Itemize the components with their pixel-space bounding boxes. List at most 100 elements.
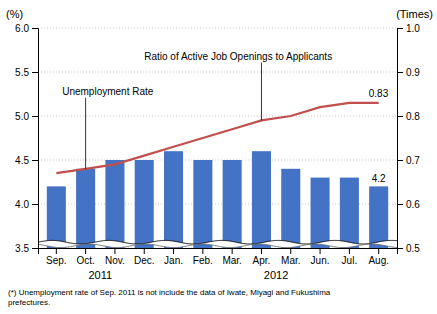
bar bbox=[340, 178, 359, 248]
tick: Oct. bbox=[76, 248, 94, 266]
tick-mark bbox=[290, 248, 291, 254]
data-label: 4.2 bbox=[372, 173, 386, 184]
data-label: 0.83 bbox=[369, 88, 389, 99]
tick-label: Jan. bbox=[164, 255, 183, 266]
tick-label: 5.5 bbox=[15, 67, 29, 78]
tick: Jun. bbox=[311, 248, 330, 266]
axis-break-line bbox=[38, 240, 397, 244]
tick-label: 4.0 bbox=[15, 199, 29, 210]
tick-mark bbox=[56, 248, 57, 254]
tick-label: Sep. bbox=[46, 255, 67, 266]
tick-mark bbox=[32, 72, 38, 73]
tick-mark bbox=[397, 204, 403, 205]
tick-label: 0.8 bbox=[406, 111, 420, 122]
tick: Mar. bbox=[222, 248, 241, 266]
tick-label: 0.9 bbox=[406, 67, 420, 78]
marks bbox=[47, 103, 388, 248]
bar bbox=[369, 186, 388, 248]
tick: 4.5 bbox=[15, 155, 38, 166]
axis-line bbox=[398, 29, 404, 249]
axis-line bbox=[39, 249, 398, 255]
tick-mark bbox=[349, 248, 350, 254]
tick-label: Mar. bbox=[222, 255, 241, 266]
tick: 5.5 bbox=[15, 67, 38, 78]
bars bbox=[47, 151, 388, 248]
line bbox=[56, 103, 378, 173]
tick-label: 0.6 bbox=[406, 199, 420, 210]
tick-label: 0.5 bbox=[406, 243, 420, 254]
grid-line bbox=[38, 72, 397, 73]
bar bbox=[76, 169, 95, 248]
x-axis: Sep. Oct. Nov. Dec. Jan. Feb. Mar. Apr. Mar. Jun.… bbox=[39, 248, 398, 266]
annotation: Ratio of Active Job Openings to Applican… bbox=[144, 51, 332, 62]
footnote-line: prefectures. bbox=[8, 298, 50, 307]
tick-mark bbox=[232, 248, 233, 254]
annotations: Unemployment Rate Ratio of Active Job Ope… bbox=[62, 51, 332, 169]
chart-container: Sep. Oct. Nov. Dec. Jan. Feb. Mar. Apr. Mar. Jun.… bbox=[0, 0, 437, 314]
grid bbox=[38, 28, 397, 248]
tick: Mar. bbox=[281, 248, 300, 266]
data-labels: 4.2 0.83 bbox=[369, 88, 389, 185]
axis-break-fill bbox=[38, 240, 397, 247]
x-group-labels: 2011 2012 bbox=[88, 269, 288, 281]
tick-label: Nov. bbox=[105, 255, 125, 266]
tick: 0.9 bbox=[397, 67, 420, 78]
tick-label: Mar. bbox=[281, 255, 300, 266]
tick: 5.0 bbox=[15, 111, 38, 122]
tick: Apr. bbox=[253, 248, 271, 266]
axis-line bbox=[32, 29, 39, 249]
tick-label: Jul. bbox=[342, 255, 358, 266]
bar bbox=[311, 178, 330, 248]
tick-mark bbox=[32, 116, 38, 117]
footnote: (*) Unemployment rate of Sep. 2011 is no… bbox=[8, 288, 331, 307]
y-axis: 3.54.04.55.05.56.0 bbox=[15, 23, 38, 254]
tick-label: 4.5 bbox=[15, 155, 29, 166]
tick-mark bbox=[173, 248, 174, 254]
bar bbox=[252, 151, 271, 248]
tick-label: 3.5 bbox=[15, 243, 29, 254]
grid-line bbox=[38, 116, 397, 117]
y2-axis: 0.5 0.6 0.7 0.8 0.9 1.0 bbox=[397, 23, 420, 254]
tick-mark bbox=[144, 248, 145, 254]
tick: Sep. bbox=[46, 248, 67, 266]
tick-mark bbox=[397, 160, 403, 161]
tick: 0.5 bbox=[397, 243, 420, 254]
bar bbox=[193, 160, 212, 248]
tick-label: 1.0 bbox=[406, 23, 420, 34]
y-axis-title: (%) bbox=[6, 8, 23, 20]
bar bbox=[223, 160, 242, 248]
tick: Feb. bbox=[193, 248, 213, 266]
footnote-line: (*) Unemployment rate of Sep. 2011 is no… bbox=[8, 288, 331, 297]
annotation-line bbox=[85, 98, 86, 169]
tick: 0.8 bbox=[397, 111, 420, 122]
bar bbox=[105, 160, 124, 248]
x-group-label: 2012 bbox=[264, 269, 288, 281]
plot-area: Sep. Oct. Nov. Dec. Jan. Feb. Mar. Apr. Mar. Jun.… bbox=[6, 8, 433, 281]
bar bbox=[135, 160, 154, 248]
tick-label: 5.0 bbox=[15, 111, 29, 122]
bar bbox=[164, 151, 183, 248]
tick-label: Oct. bbox=[76, 255, 94, 266]
tick-mark bbox=[114, 248, 115, 254]
x-group-label: 2011 bbox=[88, 269, 112, 281]
tick-mark bbox=[32, 28, 38, 29]
tick: Dec. bbox=[134, 248, 155, 266]
tick-mark bbox=[397, 28, 403, 29]
annotation: Unemployment Rate bbox=[62, 86, 154, 97]
tick-label: 0.7 bbox=[406, 155, 420, 166]
tick-mark bbox=[320, 248, 321, 254]
tick: Jan. bbox=[164, 248, 183, 266]
tick: 1.0 bbox=[397, 23, 420, 34]
tick: 4.0 bbox=[15, 199, 38, 210]
bar bbox=[47, 186, 66, 248]
tick-mark bbox=[397, 72, 403, 73]
y2-axis-title: (Times) bbox=[396, 8, 433, 20]
tick-mark bbox=[32, 204, 38, 205]
grid-line bbox=[38, 160, 397, 161]
annotation-line bbox=[261, 63, 262, 121]
tick-mark bbox=[32, 248, 38, 249]
tick-label: Aug. bbox=[368, 255, 389, 266]
tick-mark bbox=[202, 248, 203, 254]
tick-mark bbox=[261, 248, 262, 254]
grid-line bbox=[38, 28, 397, 29]
